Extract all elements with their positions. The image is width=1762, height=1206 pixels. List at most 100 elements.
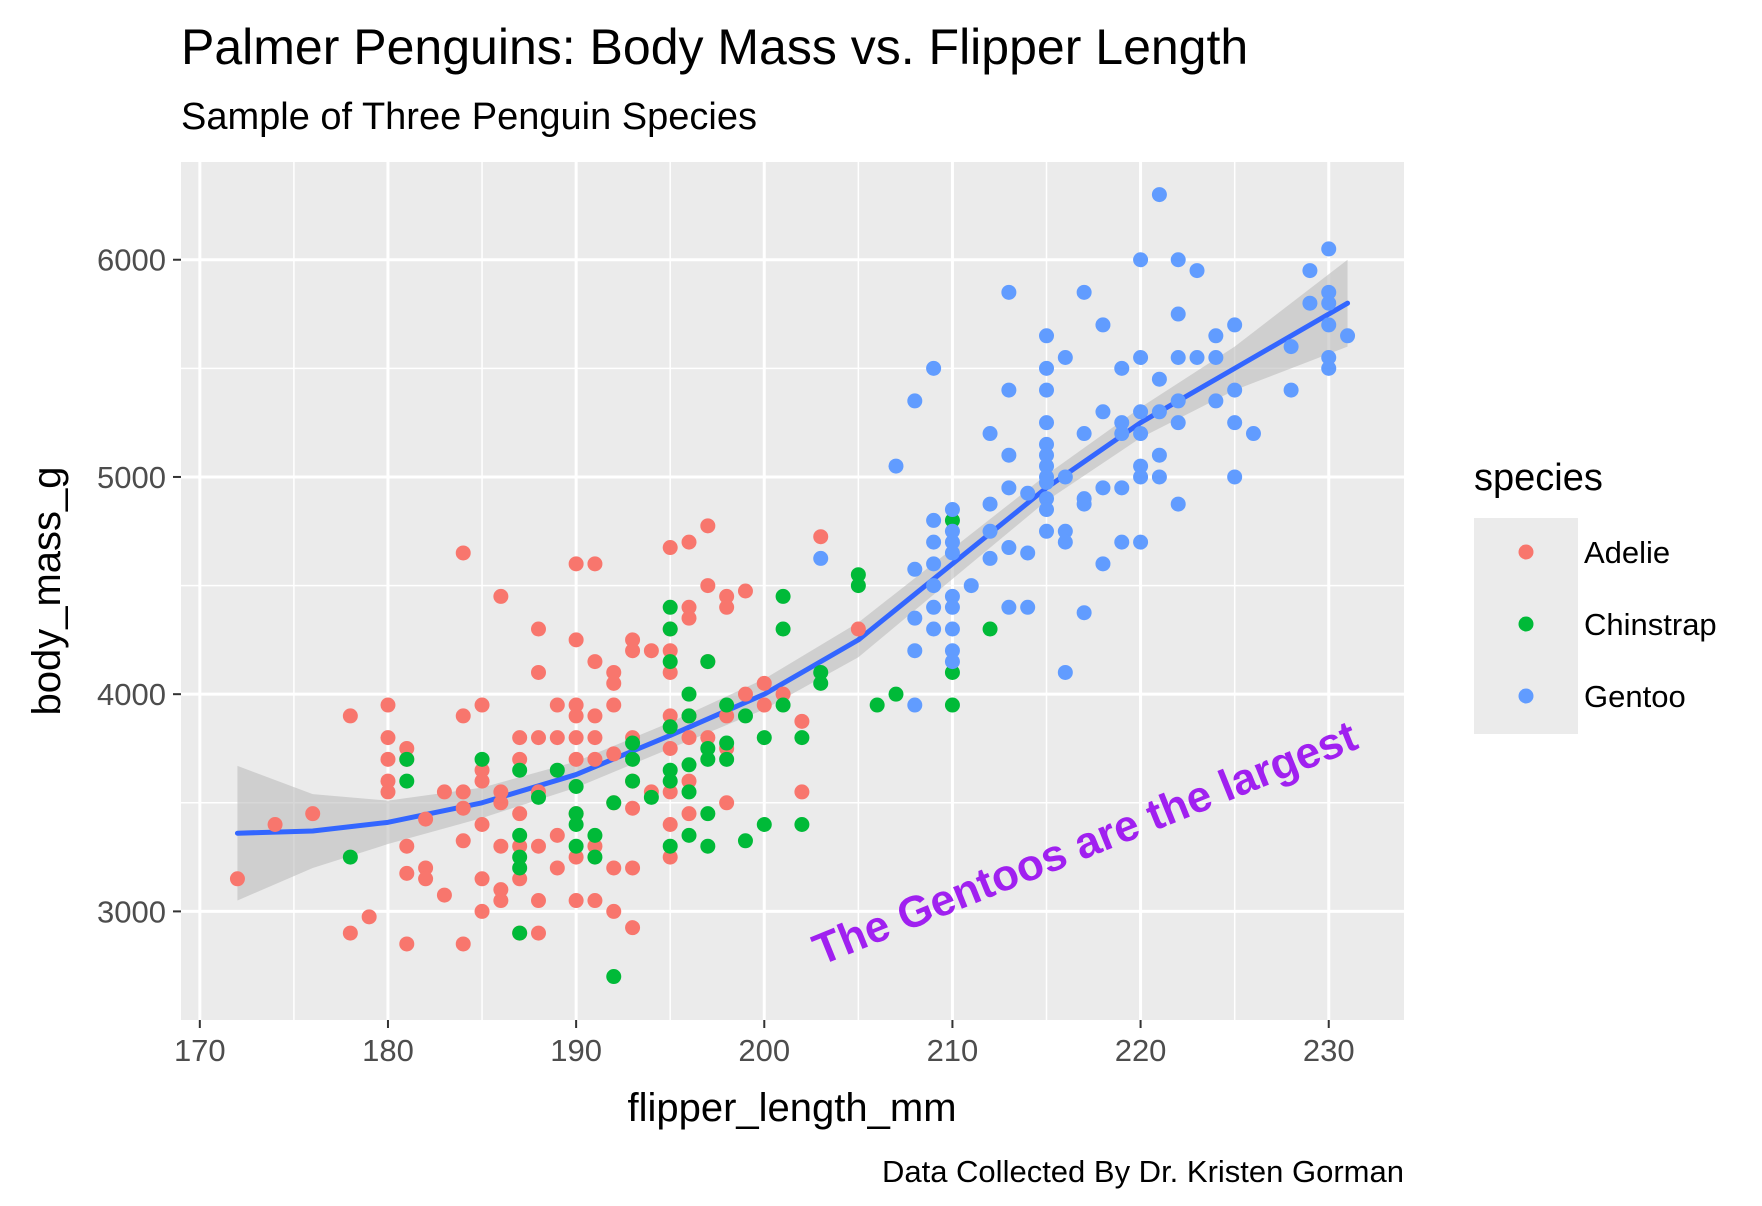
data-point	[549, 762, 565, 778]
x-tick-label: 190	[550, 1033, 602, 1068]
data-point	[1227, 317, 1243, 333]
data-point	[474, 903, 490, 919]
y-tick-label: 4000	[97, 677, 166, 712]
data-point	[455, 936, 471, 952]
legend-key-gentoo	[1518, 688, 1534, 704]
data-point	[380, 773, 396, 789]
data-point	[700, 806, 716, 822]
data-point	[850, 578, 866, 594]
data-point	[1321, 295, 1337, 311]
x-tick-label: 230	[1303, 1033, 1355, 1068]
data-point	[643, 789, 659, 805]
data-point	[662, 838, 678, 854]
data-point	[568, 778, 584, 794]
data-point	[662, 817, 678, 833]
data-point	[944, 512, 960, 528]
data-point	[399, 751, 415, 767]
data-point	[1076, 496, 1092, 512]
data-point	[662, 643, 678, 659]
y-axis-title: body_mass_g	[25, 466, 69, 715]
data-point	[1133, 458, 1149, 474]
data-point	[794, 817, 810, 833]
data-point	[493, 882, 509, 898]
data-point	[606, 903, 622, 919]
data-point	[625, 860, 641, 876]
data-point	[380, 784, 396, 800]
data-point	[662, 708, 678, 724]
data-point	[399, 865, 415, 881]
data-point	[944, 502, 960, 518]
data-point	[1057, 523, 1073, 539]
data-point	[625, 773, 641, 789]
data-point	[1340, 328, 1356, 344]
data-point	[1095, 404, 1111, 420]
data-point	[700, 654, 716, 670]
points-layer	[229, 187, 1356, 985]
data-point	[549, 730, 565, 746]
data-point	[625, 800, 641, 816]
data-point	[982, 621, 998, 637]
data-point	[587, 849, 603, 865]
data-point	[512, 838, 528, 854]
x-tick-label: 210	[927, 1033, 979, 1068]
data-point	[794, 713, 810, 729]
data-point	[399, 773, 415, 789]
data-point	[1208, 393, 1224, 409]
data-point	[380, 697, 396, 713]
data-point	[737, 583, 753, 599]
data-point	[662, 599, 678, 615]
data-point	[568, 556, 584, 572]
data-point	[305, 806, 321, 822]
data-point	[399, 838, 415, 854]
data-point	[549, 697, 565, 713]
data-point	[681, 730, 697, 746]
data-point	[944, 523, 960, 539]
data-point	[907, 561, 923, 577]
data-point	[455, 833, 471, 849]
data-point	[1114, 415, 1130, 431]
data-point	[1020, 485, 1036, 501]
data-point	[719, 795, 735, 811]
data-point	[1321, 284, 1337, 300]
data-point	[1151, 187, 1167, 203]
data-point	[1189, 263, 1205, 279]
data-point	[530, 621, 546, 637]
data-point	[719, 697, 735, 713]
data-point	[568, 817, 584, 833]
data-point	[662, 664, 678, 680]
data-point	[399, 936, 415, 952]
data-point	[662, 621, 678, 637]
data-point	[1208, 349, 1224, 365]
data-point	[1170, 415, 1186, 431]
data-point	[587, 654, 603, 670]
data-point	[1245, 426, 1261, 442]
data-point	[625, 735, 641, 751]
data-point	[606, 746, 622, 762]
data-point	[1227, 469, 1243, 485]
data-point	[1095, 480, 1111, 496]
data-point	[813, 550, 829, 566]
data-point	[606, 675, 622, 691]
data-point	[944, 534, 960, 550]
data-point	[493, 795, 509, 811]
data-point	[907, 610, 923, 626]
data-point	[568, 838, 584, 854]
data-point	[756, 675, 772, 691]
data-point	[587, 730, 603, 746]
data-point	[794, 730, 810, 746]
data-point	[1057, 349, 1073, 365]
data-point	[681, 610, 697, 626]
data-point	[1039, 436, 1055, 452]
data-point	[1001, 284, 1017, 300]
data-point	[719, 708, 735, 724]
data-point	[775, 697, 791, 713]
data-point	[549, 827, 565, 843]
data-point	[944, 588, 960, 604]
legend-label: Chinstrap	[1584, 607, 1717, 642]
data-point	[474, 762, 490, 778]
legend-items: Adelie Chinstrap Gentoo	[1518, 535, 1717, 714]
y-tick-label: 3000	[97, 894, 166, 929]
data-point	[512, 860, 528, 876]
data-point	[737, 686, 753, 702]
